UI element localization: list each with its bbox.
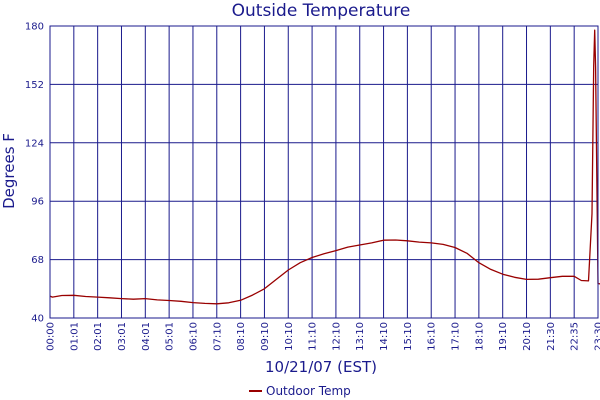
y-tick-labels: 40 68 96 124 152 180 [25,22,44,325]
x-tick-label: 21:30 [546,322,557,351]
x-tick-label: 10:10 [284,322,295,351]
legend: Outdoor Temp [249,384,351,398]
chart-title: Outside Temperature [232,1,411,21]
x-tick-label: 22:35 [570,322,581,351]
x-tick-label: 15:10 [403,322,414,351]
grid-lines [49,25,599,319]
x-tick-label: 04:01 [141,322,152,351]
x-tick-label: 00:00 [46,322,57,351]
x-axis-label: 10/21/07 (EST) [265,358,377,376]
y-axis-label: Degrees F [0,133,18,209]
plot-frame [49,25,599,319]
x-tick-label: 02:01 [93,322,104,351]
legend-label-outdoor-temp: Outdoor Temp [266,384,351,398]
x-tick-label: 16:10 [427,322,438,351]
y-tick-label: 180 [25,22,44,33]
x-tick-label: 17:10 [451,322,462,351]
x-tick-label: 05:01 [165,322,176,351]
y-tick-label: 152 [25,80,44,91]
x-tick-label: 12:10 [331,322,342,351]
x-tick-label: 08:10 [236,322,247,351]
x-tick-label: 23:30 [594,322,600,351]
x-tick-label: 20:10 [522,322,533,351]
series-line-outdoor-temp [49,29,600,305]
x-tick-label: 13:10 [355,322,366,351]
x-tick-labels: 00:00 01:01 02:01 03:01 04:01 05:01 06:10 07:10… [46,322,600,351]
y-tick-label: 124 [25,138,44,149]
y-tick-label: 96 [31,197,44,208]
y-tick-label: 68 [31,255,44,266]
x-tick-label: 18:10 [474,322,485,351]
x-tick-label: 19:10 [498,322,509,351]
x-tick-label: 14:10 [379,322,390,351]
x-tick-label: 09:10 [260,322,271,351]
x-tick-label: 03:01 [117,322,128,351]
x-tick-label: 01:01 [69,322,80,351]
series-layer [49,29,600,305]
y-tick-label: 40 [31,314,44,325]
x-tick-label: 07:10 [212,322,223,351]
x-tick-label: 11:10 [308,322,319,351]
x-tick-label: 06:10 [188,322,199,351]
